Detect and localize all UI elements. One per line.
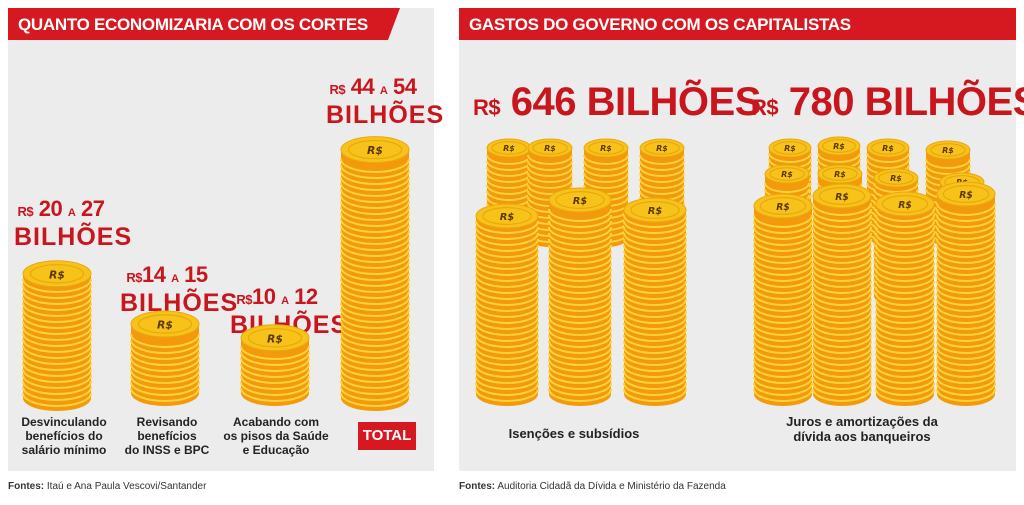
coin-stack-3: R$ — [240, 324, 310, 406]
svg-text:R$: R$ — [648, 206, 663, 217]
coin-pile-debt-11: R$ — [875, 191, 935, 406]
svg-text:R$: R$ — [784, 144, 796, 153]
caption-bar-2: Revisando benefícios do INSS e BPC — [124, 415, 210, 457]
svg-text:R$: R$ — [49, 268, 65, 281]
spending-title: GASTOS DO GOVERNO COM OS CAPITALISTAS — [469, 15, 851, 34]
coin-pile-debt-10: R$ — [812, 183, 872, 406]
svg-text:R$: R$ — [600, 144, 612, 153]
svg-text:R$: R$ — [835, 192, 849, 203]
svg-text:R$: R$ — [544, 144, 556, 153]
svg-text:R$: R$ — [157, 319, 173, 332]
svg-text:R$: R$ — [781, 170, 793, 179]
coin-pile-debt-9: R$ — [753, 193, 813, 406]
savings-title: QUANTO ECONOMIZARIA COM OS CORTES — [18, 15, 368, 34]
svg-text:R$: R$ — [959, 190, 973, 201]
spending-header: GASTOS DO GOVERNO COM OS CAPITALISTAS — [459, 8, 1016, 40]
svg-text:R$: R$ — [834, 170, 846, 179]
caption-bar-1: Desvinculando benefícios do salário míni… — [21, 415, 107, 457]
svg-text:R$: R$ — [503, 144, 515, 153]
svg-text:R$: R$ — [833, 142, 845, 151]
coin-stack-1: R$ — [22, 260, 92, 411]
coin-stack-4: R$ — [340, 136, 410, 411]
savings-header: QUANTO ECONOMIZARIA COM OS CORTES — [8, 8, 400, 40]
svg-text:R$: R$ — [776, 202, 790, 213]
coin-pile-subsidies-6: R$ — [548, 187, 612, 406]
svg-text:R$: R$ — [500, 212, 515, 223]
svg-text:R$: R$ — [656, 144, 668, 153]
caption-subsidies: Isenções e subsídios — [508, 426, 640, 441]
coin-pile-subsidies-5: R$ — [475, 203, 539, 406]
value-label-debt: R$ 780 BILHÕES — [751, 80, 1024, 124]
coin-pile-subsidies-7: R$ — [623, 197, 687, 406]
total-badge: TOTAL — [358, 422, 416, 450]
svg-text:R$: R$ — [267, 332, 283, 345]
value-label-subsidies: R$ 646 BILHÕES — [473, 80, 761, 124]
source-right: Fontes: Auditoria Cidadã da Dívida e Min… — [459, 481, 726, 492]
svg-text:R$: R$ — [890, 174, 902, 183]
svg-text:R$: R$ — [882, 144, 894, 153]
coin-stack-2: R$ — [130, 310, 200, 406]
svg-text:R$: R$ — [573, 196, 588, 207]
svg-text:R$: R$ — [367, 144, 383, 157]
source-left: Fontes: Itaú e Ana Paula Vescovi/Santand… — [8, 481, 207, 492]
caption-debt: Juros e amortizações da dívida aos banqu… — [786, 414, 938, 444]
coin-pile-debt-12: R$ — [936, 181, 996, 406]
svg-text:R$: R$ — [942, 146, 954, 155]
svg-text:R$: R$ — [898, 200, 912, 211]
caption-bar-3: Acabando com os pisos da Saúde e Educaçã… — [223, 415, 329, 457]
